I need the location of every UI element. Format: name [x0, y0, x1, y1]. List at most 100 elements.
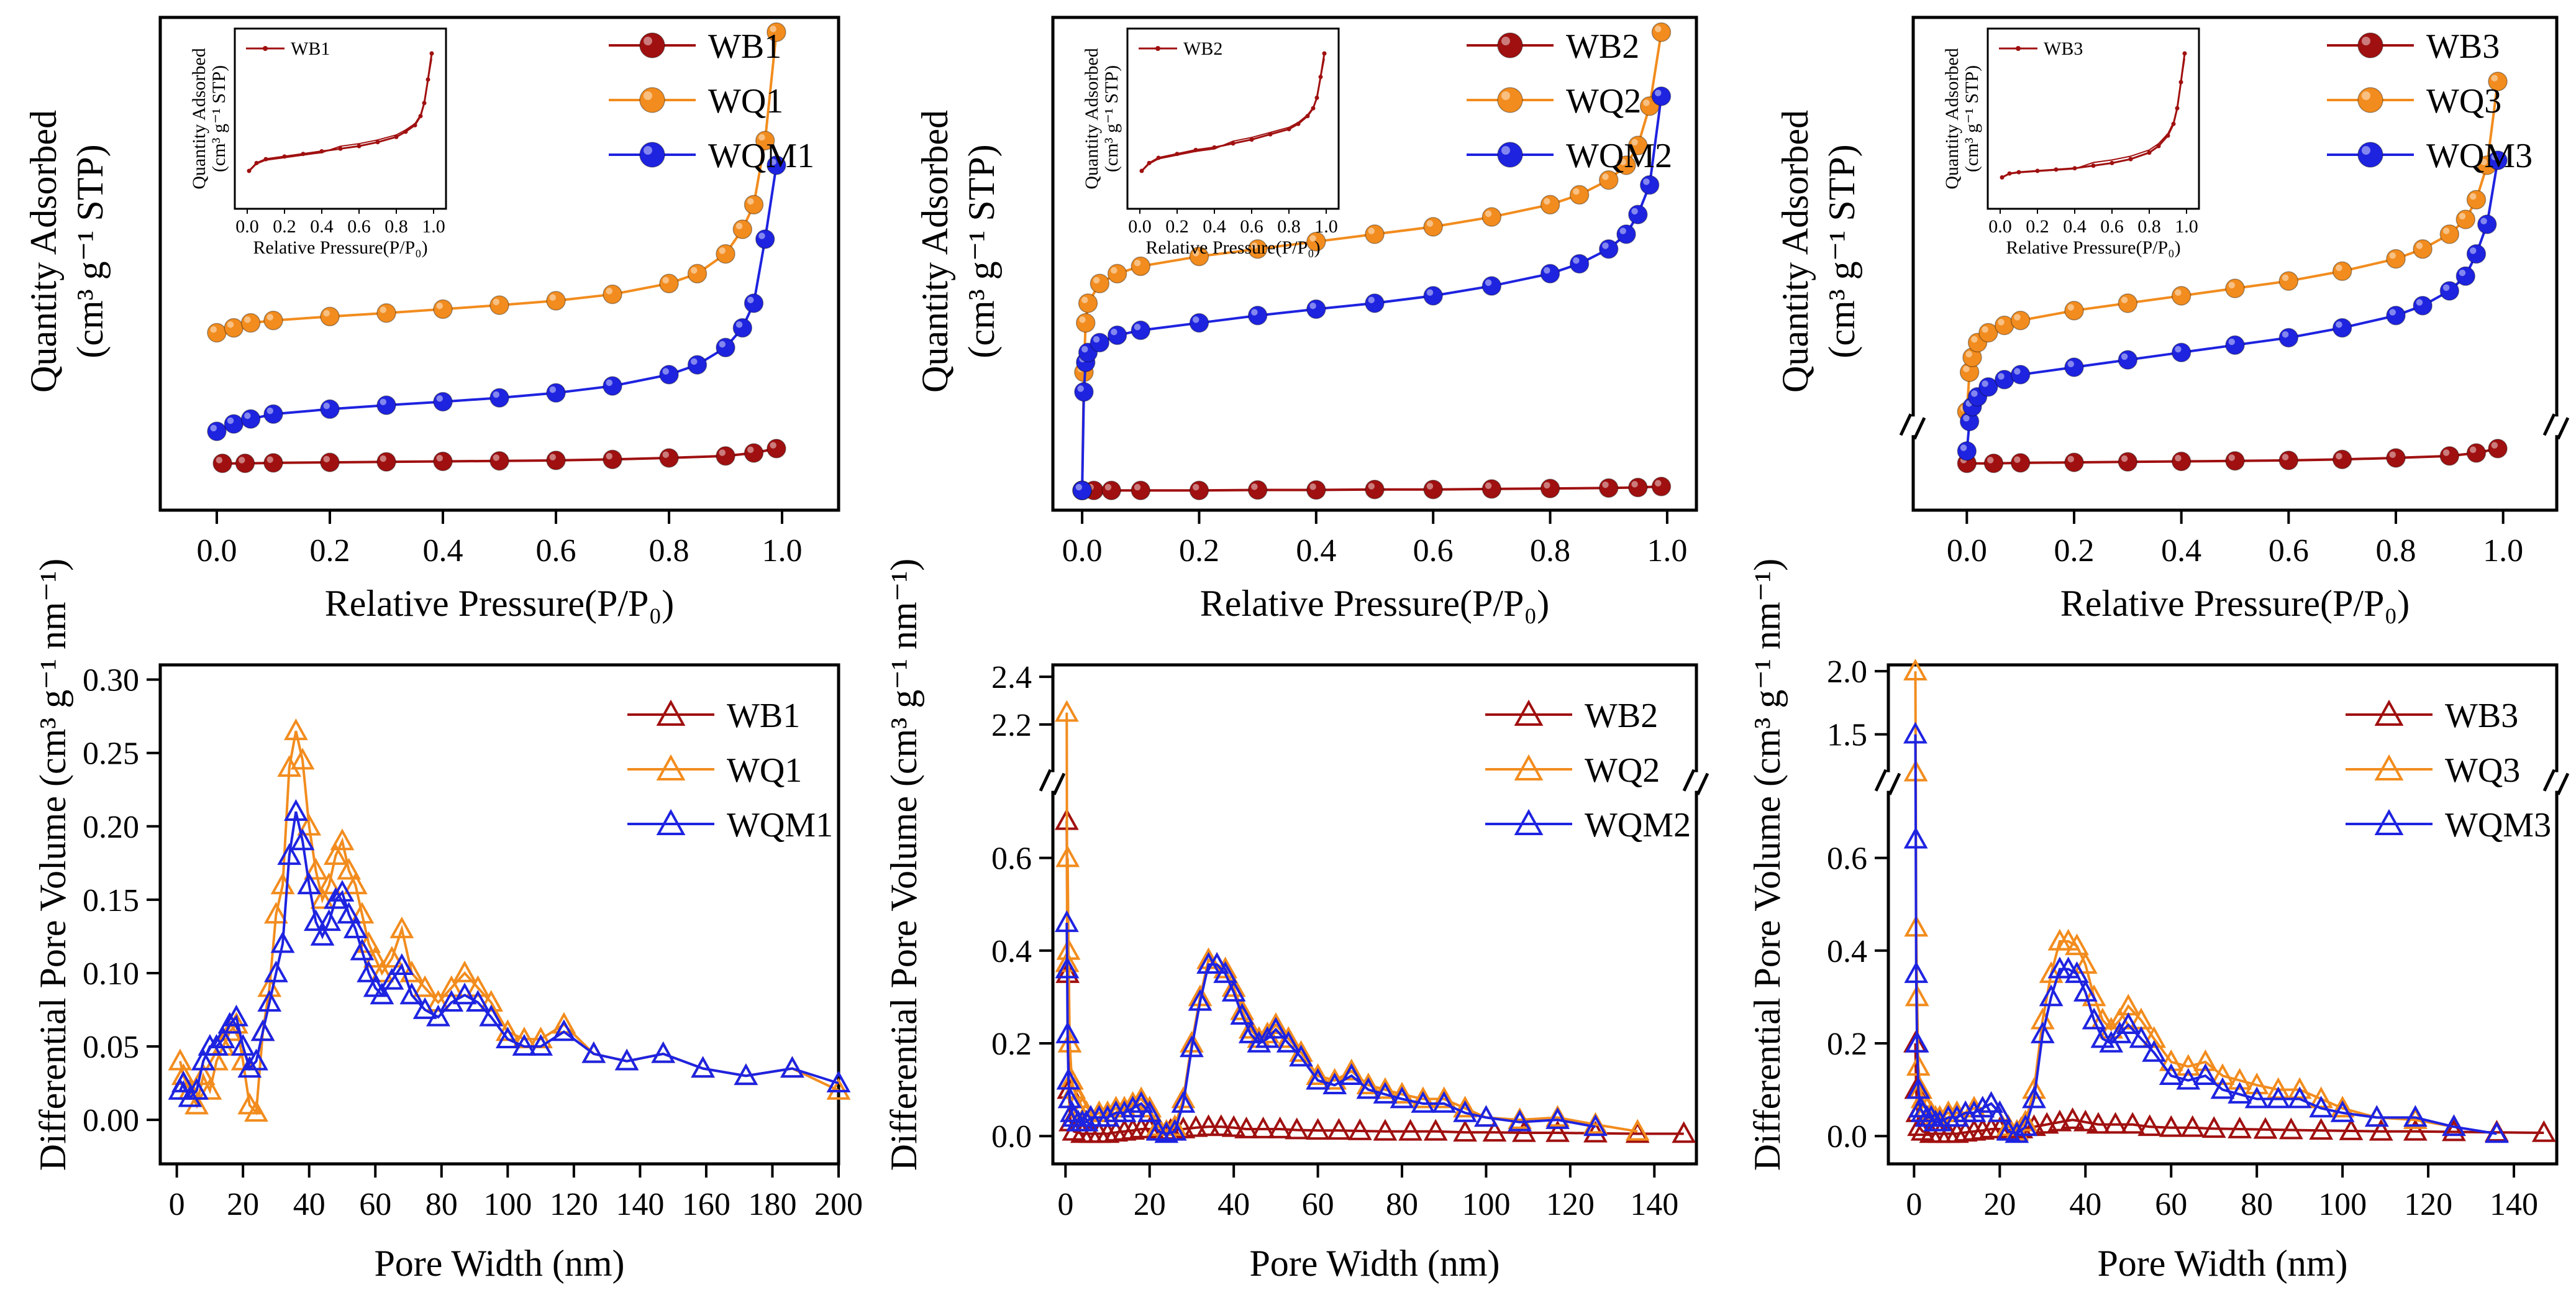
psd3-point-WQM3	[2330, 1100, 2355, 1122]
psd1-point-WQM1	[412, 997, 437, 1019]
iso1-point-WB1-shine	[436, 454, 443, 462]
iso3-legend-label: WQ3	[2426, 82, 2501, 121]
iso1-point-WQM1	[263, 404, 283, 424]
iso2-point-WQM2	[1365, 293, 1385, 313]
iso3-point-WQM3-shine	[2491, 153, 2498, 160]
psd1-point-WQ1	[350, 902, 375, 924]
iso1-point-WQM1	[732, 318, 753, 338]
iso2-point-WQM2-shine	[1368, 296, 1375, 303]
iso3-point-WQM3-shine	[2416, 299, 2423, 306]
psd2-point-WQM2	[1221, 979, 1246, 1002]
psd3-point-WQ3	[2266, 1077, 2291, 1099]
psd1-point-WQM1	[734, 1063, 758, 1086]
iso2-point-WQ2	[1107, 263, 1127, 284]
psd3-point-WQ3	[2013, 1109, 2038, 1132]
iso2-xtick-label: 0.2	[1179, 533, 1219, 569]
psd1-point-WQ1	[317, 872, 342, 895]
psd3-ytick-label: 1.5	[1827, 718, 1867, 753]
psd2-point-WB2	[1347, 1118, 1372, 1140]
psd1-point-WQM1	[250, 1019, 275, 1041]
psd2-point-WQ2	[1263, 1012, 1288, 1034]
iso1-point-WQ1	[603, 284, 622, 304]
psd3-point-WQM3	[1927, 1109, 1952, 1132]
psd3-point-WB3	[2253, 1117, 2278, 1139]
psd1-point-WQ1	[439, 975, 464, 997]
psd3-break-mark	[2542, 769, 2556, 792]
iso3-point-WB3-shine	[2389, 451, 2396, 458]
iso3-point-WQM3-shine	[2228, 338, 2235, 345]
psd3-point-WQ3	[2193, 1049, 2218, 1071]
psd1-point-WQ1	[465, 975, 490, 997]
psd2-point-WQM2	[1432, 1091, 1457, 1113]
iso2-point-WB2	[1189, 480, 1209, 501]
iso1-inset-point	[319, 149, 324, 153]
iso1-point-WB1-shine	[747, 446, 754, 454]
psd2-point-WQM2	[1137, 1100, 1162, 1122]
psd3-xtick-label: 140	[2490, 1187, 2538, 1222]
iso1-inset-line-desorption	[248, 58, 432, 172]
psd3-point-WQM3	[2142, 1040, 2167, 1062]
iso2-point-WQ2-shine	[1081, 296, 1088, 303]
iso3-point-WB3-shine	[2121, 455, 2128, 462]
iso1-point-WQ1-shine	[691, 267, 698, 274]
iso1-legend-label: WQ1	[708, 82, 783, 121]
iso2-inset-point	[1139, 168, 1144, 173]
iso1-point-WQM1-shine	[227, 417, 234, 424]
psd1-point-WQ1	[323, 843, 348, 865]
iso2-point-WB2-shine	[1368, 483, 1375, 490]
psd3-point-WB3	[2137, 1114, 2162, 1137]
psd1-point-WQM1	[310, 923, 335, 946]
iso2-xtick-label: 0.0	[1062, 533, 1103, 569]
iso2-point-WB2-shine	[1134, 483, 1141, 491]
iso1-inset-frame	[234, 27, 447, 210]
psd2-point-WQ2	[1373, 1077, 1398, 1099]
psd3-point-WQM3	[2082, 1007, 2106, 1030]
iso2-point-WQ2-shine	[1544, 198, 1550, 205]
iso1-legend-label: WB1	[708, 27, 781, 66]
iso2-legend-WQ2: WQ2	[1467, 82, 1641, 121]
psd1-ytick-label: 0.15	[83, 883, 139, 918]
iso3-point-WQM3	[2332, 318, 2352, 338]
iso1-point-WQM1-shine	[735, 321, 743, 328]
iso2-point-WQM2	[1072, 480, 1092, 501]
psd1-point-WQM1	[217, 1012, 242, 1034]
iso3-point-WB3-shine	[2470, 446, 2477, 454]
iso3-inset-point	[2109, 160, 2114, 165]
iso1-point-WQM1-shine	[493, 391, 499, 398]
psd2-xtick-label: 100	[1462, 1187, 1510, 1222]
iso1-inset-tick-label: 0.4	[310, 216, 334, 237]
psd3-point-WB3	[1944, 1121, 1969, 1143]
iso2-point-WB2-shine	[1309, 483, 1316, 490]
iso3-xtick-label: 0.8	[2376, 533, 2416, 569]
iso1-legend-label: WQM1	[708, 137, 814, 175]
psd3-ytick-label: 0.4	[1827, 934, 1867, 969]
iso1-point-WQM1-shine	[758, 232, 765, 239]
iso1-xlabel: Relative Pressure(P/P₀)	[325, 583, 675, 624]
psd3-point-WQM3	[2065, 961, 2089, 983]
iso2-point-WQ2-shine	[1251, 242, 1258, 249]
psd2-frame	[1051, 663, 1698, 1166]
psd1-point-WQM1	[826, 1070, 851, 1092]
psd2-point-WQM2	[1056, 1068, 1081, 1090]
iso3-point-WB3	[2225, 451, 2245, 471]
psd2-point-WQ2	[1390, 1081, 1414, 1104]
iso3-point-WQM3	[2466, 244, 2487, 264]
psd1-point-WQM1	[230, 1033, 255, 1056]
psd2-point-WQM2	[1322, 1073, 1347, 1094]
iso1-point-WQ1	[433, 299, 453, 319]
psd3-point-WQM3	[2022, 1086, 2046, 1109]
psd2-point-WQM2	[1055, 1021, 1080, 1043]
psd3-point-WQM3	[2116, 1012, 2141, 1034]
iso1-xtick-label: 0.6	[536, 533, 576, 569]
psd3-point-WB3	[2159, 1115, 2183, 1137]
psd3-legend-marker	[2374, 808, 2404, 835]
iso2-point-WQ2-shine	[1093, 277, 1100, 284]
iso3-point-WQ3	[2010, 310, 2031, 331]
psd2-point-WQM2	[1339, 1063, 1364, 1086]
iso2-point-WQM2-shine	[1485, 279, 1492, 286]
psd2-point-WQ2	[1432, 1086, 1457, 1109]
psd3-point-WB3	[2073, 1109, 2098, 1132]
psd2-point-WB2	[1306, 1118, 1330, 1140]
iso1-inset-tick-label: 0.8	[385, 216, 408, 237]
psd3-ytick-label: 0.0	[1827, 1119, 1867, 1155]
